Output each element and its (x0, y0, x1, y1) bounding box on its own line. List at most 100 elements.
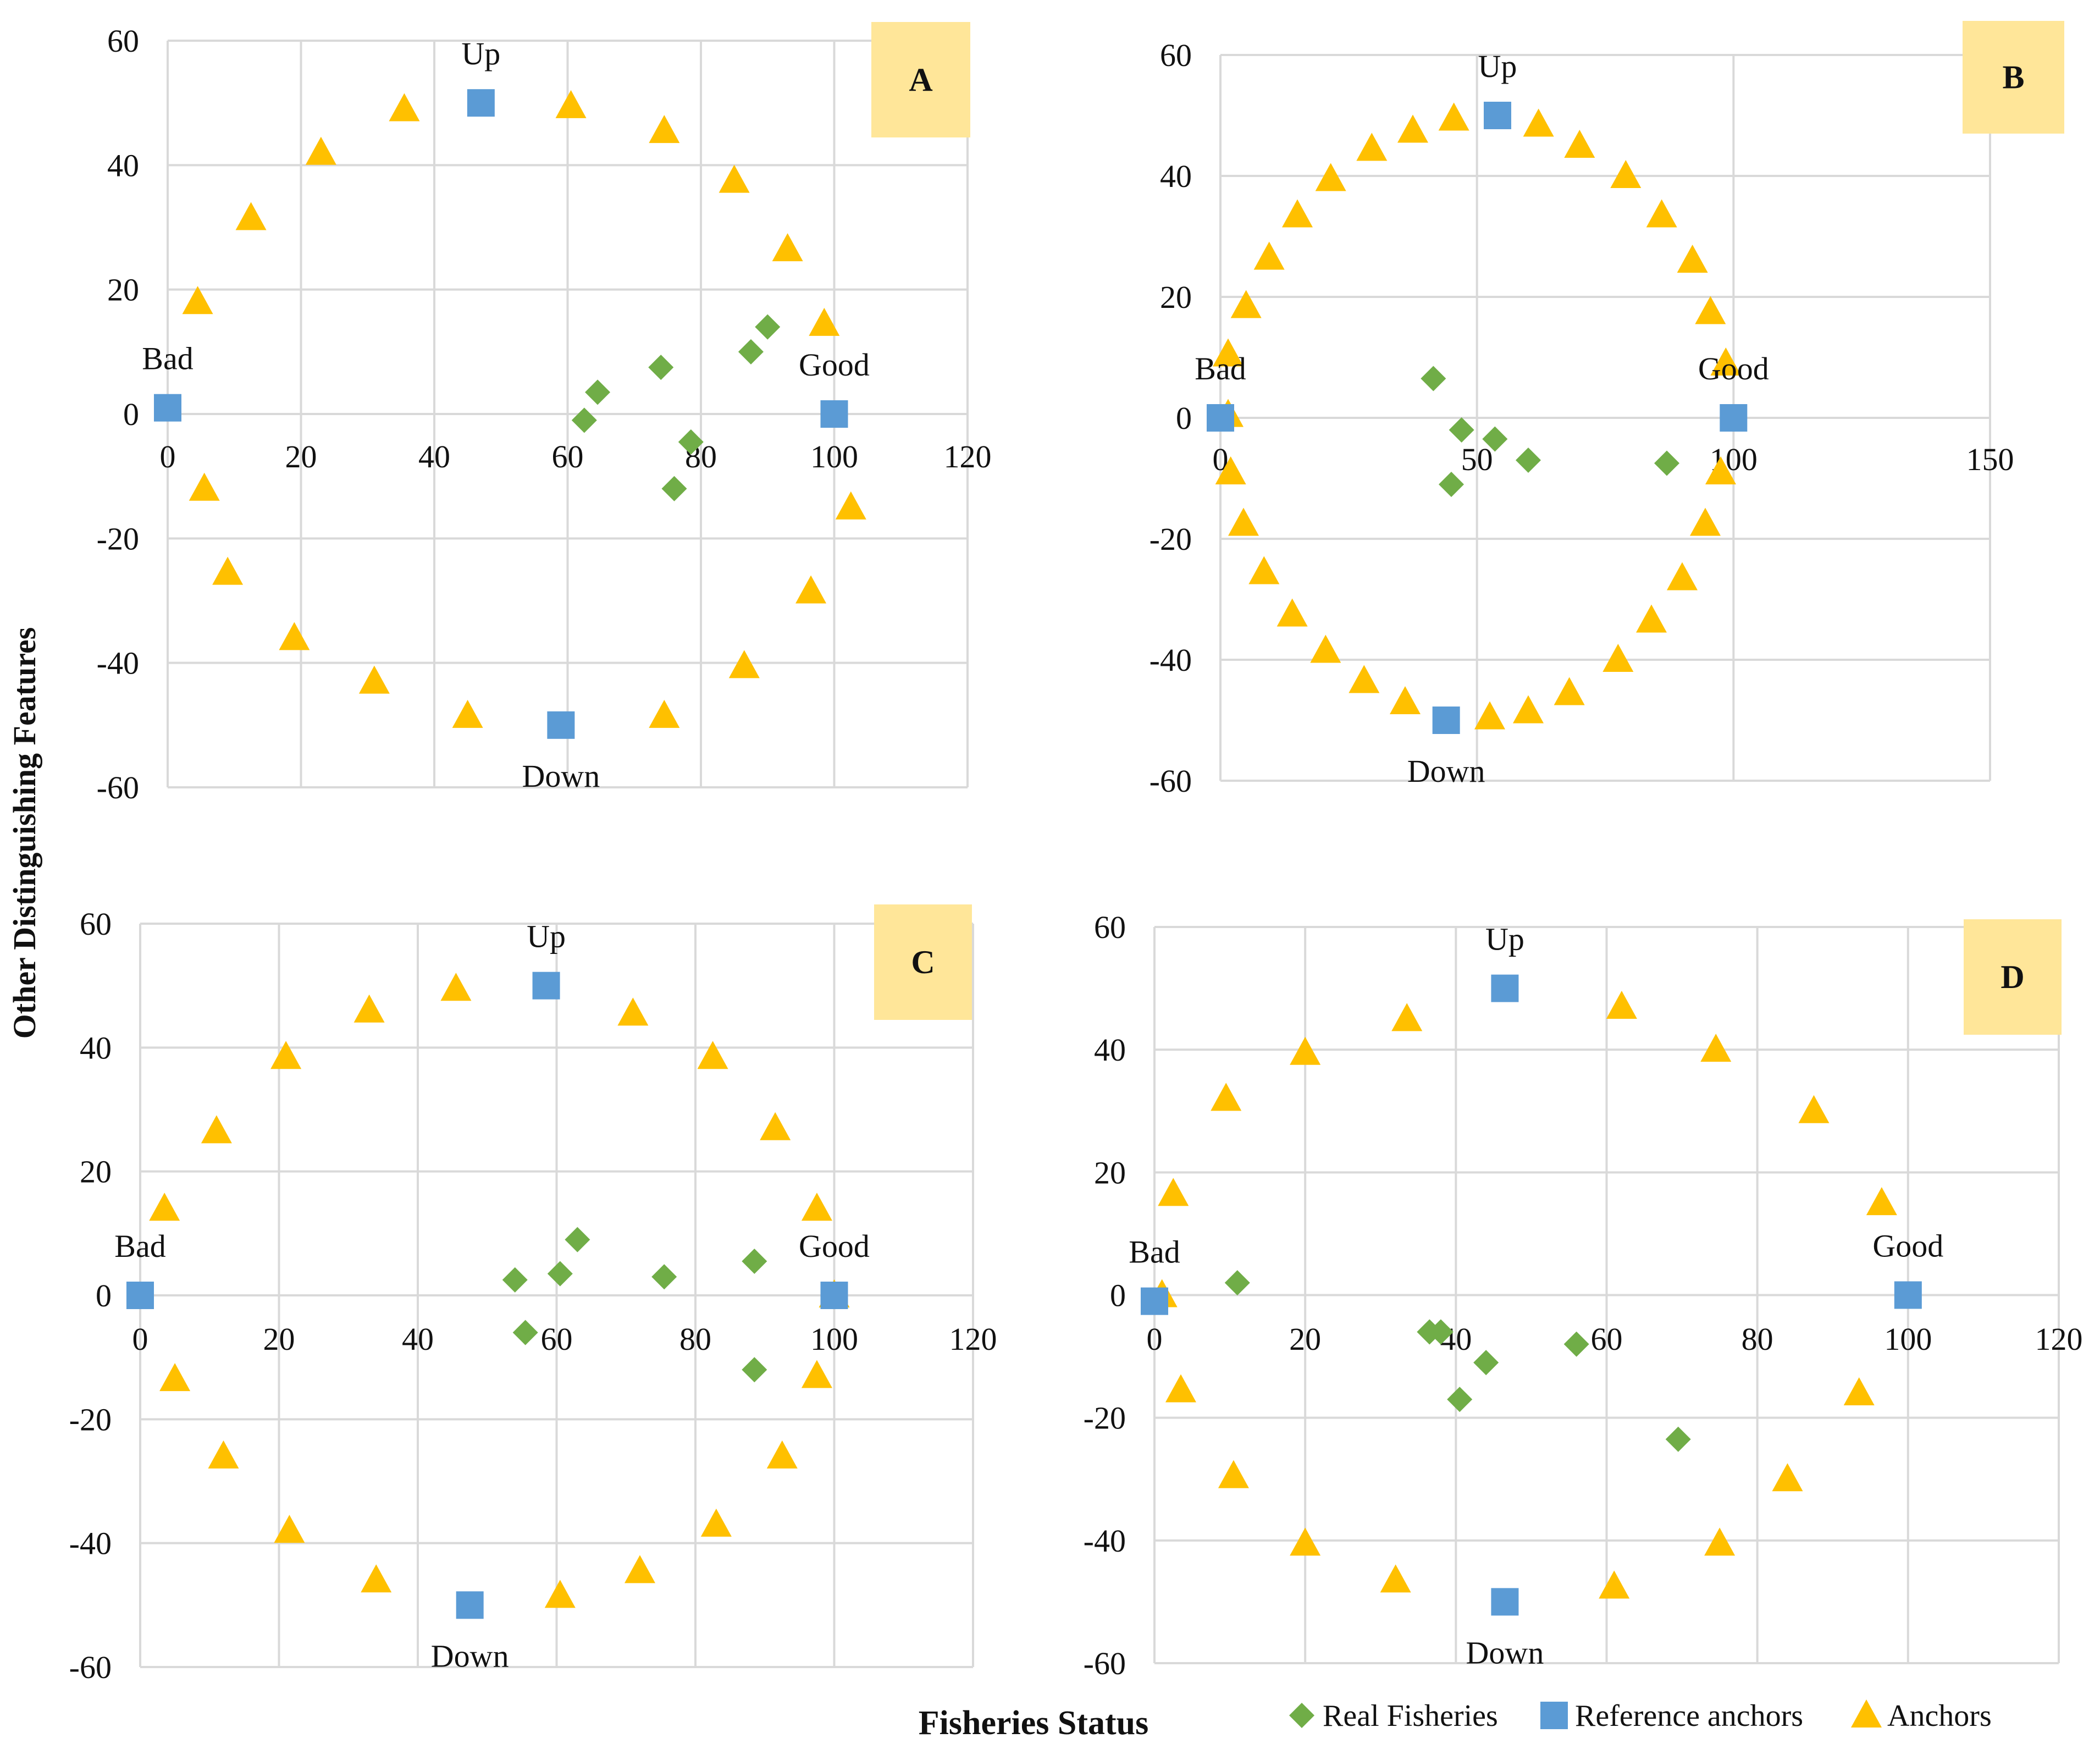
anchor-point (835, 491, 866, 520)
anchor-point (270, 1041, 302, 1069)
y-tick-label: -60 (69, 1649, 112, 1685)
anchor-point (617, 997, 649, 1026)
legend-item-real: Real Fisheries (1289, 1699, 1498, 1733)
real-fishery-point (1447, 1387, 1473, 1412)
anchor-point (1667, 562, 1698, 590)
real-fishery-point (1473, 1350, 1499, 1376)
reference-anchor-point (467, 89, 495, 117)
legend-item-ref: Reference anchors (1540, 1699, 1803, 1733)
real-fishery-point (738, 339, 764, 365)
reference-label: Up (461, 36, 500, 71)
reference-label: Down (522, 758, 600, 794)
real-fishery-point (1224, 1270, 1250, 1296)
anchor-point (1695, 296, 1726, 324)
y-tick-label: 0 (1176, 400, 1192, 436)
anchor-point (544, 1580, 576, 1608)
real-fishery-point (678, 429, 704, 455)
reference-anchor-point (1720, 404, 1748, 432)
anchor-point (274, 1515, 305, 1543)
x-tick-label: 120 (944, 439, 992, 474)
reference-anchor-point (1141, 1287, 1168, 1315)
anchor-point (149, 1193, 180, 1221)
anchor-point (208, 1440, 239, 1469)
legend-marker (1540, 1702, 1568, 1729)
y-tick-label: 0 (96, 1278, 112, 1314)
anchor-point (189, 472, 220, 501)
x-tick-label: 120 (2035, 1321, 2083, 1357)
anchor-point (801, 1193, 832, 1221)
x-tick-label: 80 (1742, 1321, 1773, 1357)
real-fishery-point (1516, 448, 1541, 473)
anchor-point (1228, 507, 1259, 536)
anchor-point (728, 650, 760, 678)
anchor-point (1843, 1377, 1875, 1406)
anchor-point (1474, 701, 1505, 730)
x-tick-label: 0 (132, 1321, 148, 1357)
reference-anchor-point (820, 400, 848, 428)
anchor-point (1356, 133, 1388, 161)
reference-label: Good (799, 347, 870, 383)
y-tick-label: 20 (107, 272, 139, 308)
legend-label: Anchors (1887, 1699, 1992, 1733)
reference-label: Bad (1129, 1234, 1180, 1270)
anchor-point (697, 1041, 728, 1069)
reference-anchor-point (1491, 1588, 1519, 1616)
anchor-point (1310, 634, 1341, 663)
real-fishery-point (1482, 426, 1508, 452)
anchor-point (353, 994, 385, 1023)
panel-tag (1963, 21, 2064, 134)
real-fishery-point (547, 1261, 573, 1287)
anchor-point (1636, 604, 1667, 633)
anchor-point (452, 699, 483, 728)
anchor-point (305, 136, 336, 165)
y-tick-label: 60 (1094, 909, 1126, 945)
reference-anchor-point (456, 1591, 484, 1619)
anchor-point (1700, 1034, 1732, 1062)
anchor-point (1798, 1095, 1830, 1123)
y-tick-label: 60 (107, 23, 139, 59)
reference-anchor-point (1484, 102, 1511, 129)
reference-anchor-point (1491, 974, 1519, 1002)
reference-label: Down (1407, 753, 1485, 789)
x-tick-label: 60 (541, 1321, 573, 1357)
x-tick-label: 20 (263, 1321, 295, 1357)
legend-label: Real Fisheries (1323, 1699, 1498, 1733)
anchor-point (1772, 1463, 1803, 1492)
anchor-point (809, 307, 840, 336)
real-fishery-point (1439, 472, 1464, 497)
anchor-point (1218, 1460, 1249, 1488)
reference-label: Good (1872, 1228, 1943, 1264)
anchor-point (700, 1508, 732, 1537)
anchor-point (1705, 456, 1736, 484)
anchor-point (1397, 114, 1428, 143)
anchor-point (1213, 338, 1244, 367)
y-tick-label: 0 (123, 396, 139, 432)
anchor-point (1215, 456, 1246, 484)
real-fishery-point (755, 314, 781, 340)
y-tick-label: -60 (1084, 1646, 1126, 1681)
y-tick-label: -20 (1150, 521, 1192, 557)
anchor-point (1554, 677, 1585, 705)
anchor-point (1690, 507, 1721, 536)
anchor-point (1349, 665, 1380, 693)
x-tick-label: 40 (402, 1321, 434, 1357)
anchor-point (1248, 556, 1280, 584)
real-fishery-point (1654, 450, 1679, 476)
anchor-point (1276, 598, 1308, 627)
x-tick-label: 0 (1147, 1321, 1163, 1357)
anchor-point (1513, 695, 1544, 724)
anchor-point (389, 93, 420, 122)
anchor-point (279, 622, 310, 650)
anchor-point (1704, 1527, 1736, 1556)
anchor-point (1866, 1187, 1897, 1216)
real-fishery-point (1449, 417, 1474, 443)
y-tick-label: -20 (97, 521, 139, 556)
legend: Real Fisheries Reference anchors Anchors (1289, 1699, 1992, 1733)
reference-label: Bad (114, 1228, 165, 1264)
anchor-point (1438, 102, 1469, 131)
anchor-point (1610, 160, 1642, 188)
reference-label: Up (527, 919, 566, 954)
